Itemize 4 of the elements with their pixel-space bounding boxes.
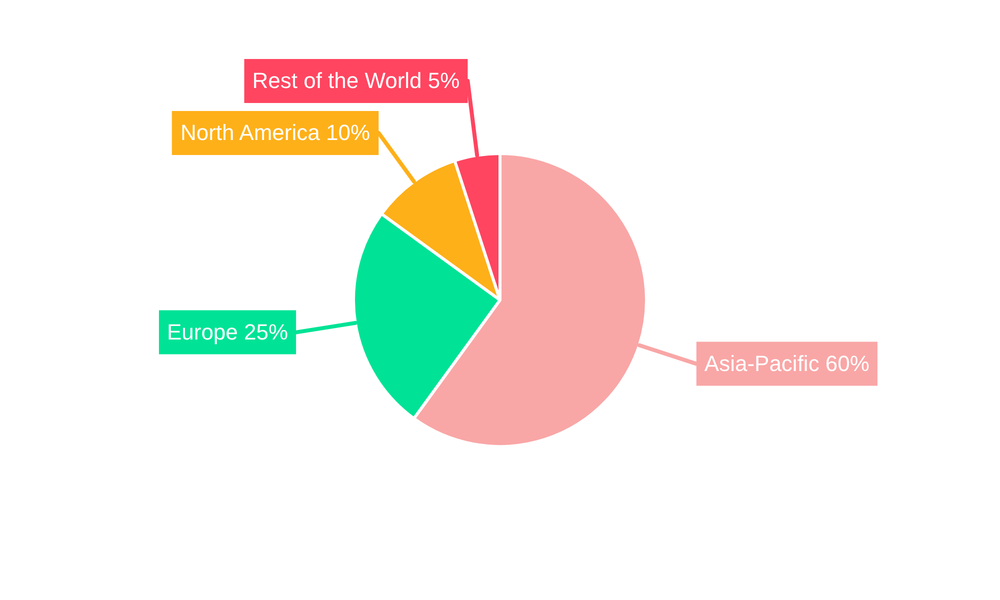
slice-label: North America 10% [180, 120, 370, 145]
slice-label: Asia-Pacific 60% [704, 350, 870, 376]
slice-label: Europe 25% [166, 319, 288, 344]
slice-label: Rest of the World 5% [252, 68, 460, 93]
